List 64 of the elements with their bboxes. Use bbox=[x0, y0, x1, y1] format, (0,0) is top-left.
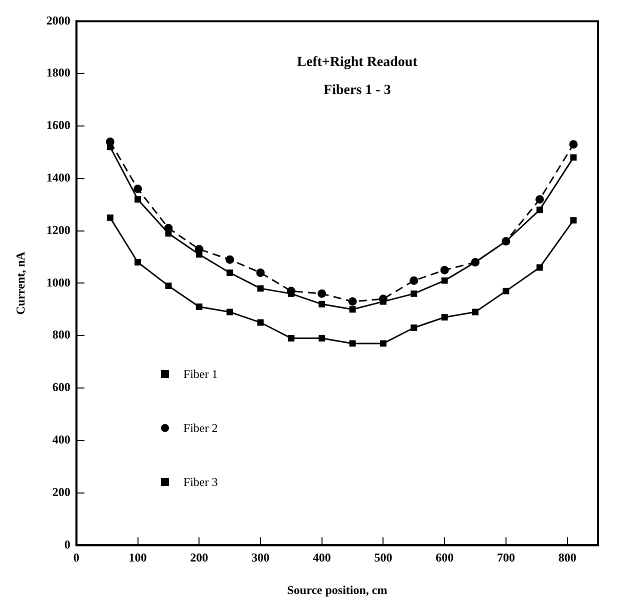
point bbox=[106, 137, 114, 146]
point bbox=[134, 196, 141, 203]
y-tick-label: 2000 bbox=[46, 13, 70, 28]
y-tick-label: 1200 bbox=[46, 222, 70, 237]
point bbox=[349, 340, 356, 347]
point bbox=[257, 319, 264, 326]
x-tick-label: 100 bbox=[128, 550, 147, 564]
point bbox=[535, 195, 544, 204]
point bbox=[134, 259, 141, 266]
point bbox=[226, 269, 234, 276]
y-tick-label: 400 bbox=[52, 432, 70, 446]
x-tick-label: 700 bbox=[496, 550, 515, 564]
point bbox=[164, 224, 173, 232]
y-tick-label: 1000 bbox=[46, 275, 70, 290]
x-tick-label: 0 bbox=[73, 550, 80, 564]
point bbox=[288, 334, 294, 342]
point bbox=[256, 268, 265, 277]
y-tick-label: 1600 bbox=[46, 118, 70, 132]
point bbox=[569, 140, 578, 149]
point bbox=[257, 285, 264, 292]
point bbox=[318, 334, 326, 342]
point bbox=[440, 266, 449, 274]
text: Fibers 1 - 3 bbox=[324, 83, 391, 98]
point bbox=[570, 154, 577, 161]
point bbox=[410, 324, 418, 331]
point bbox=[410, 290, 418, 297]
point bbox=[348, 297, 357, 306]
point bbox=[472, 308, 478, 316]
text: Left+Right Readout bbox=[297, 55, 418, 70]
x-tick-label: 300 bbox=[251, 550, 270, 564]
y-axis-title: Current, nA bbox=[13, 251, 28, 315]
legend-label: Fiber 3 bbox=[183, 474, 218, 490]
point bbox=[441, 277, 448, 284]
y-tick-label: 1800 bbox=[46, 66, 70, 80]
point bbox=[318, 300, 326, 308]
point bbox=[349, 306, 356, 313]
point bbox=[196, 304, 202, 310]
x-tick-label: 600 bbox=[436, 550, 454, 564]
legend-label: Fiber 1 bbox=[183, 366, 218, 382]
point bbox=[441, 314, 448, 320]
y-tick-label: 0 bbox=[64, 537, 70, 552]
x-tick-label: 400 bbox=[312, 550, 331, 564]
y-tick-label: 1400 bbox=[46, 170, 70, 184]
point bbox=[134, 184, 142, 194]
point bbox=[106, 214, 114, 221]
point bbox=[194, 244, 204, 254]
x-axis-title: Source position, cm bbox=[287, 582, 388, 597]
point bbox=[165, 282, 172, 290]
x-tick-label: 200 bbox=[190, 550, 208, 564]
point bbox=[410, 276, 418, 285]
point bbox=[380, 340, 386, 347]
point bbox=[502, 288, 510, 294]
x-tick-label: 500 bbox=[374, 550, 392, 564]
legend-label: Fiber 2 bbox=[183, 420, 218, 436]
point bbox=[226, 308, 234, 316]
point bbox=[536, 206, 543, 214]
point bbox=[318, 289, 326, 298]
point bbox=[226, 255, 234, 264]
point bbox=[536, 264, 543, 271]
point bbox=[570, 217, 577, 224]
x-tick-label: 800 bbox=[558, 550, 576, 564]
y-tick-label: 800 bbox=[52, 328, 70, 342]
y-tick-label: 600 bbox=[52, 380, 70, 394]
y-tick-label: 200 bbox=[52, 484, 70, 499]
